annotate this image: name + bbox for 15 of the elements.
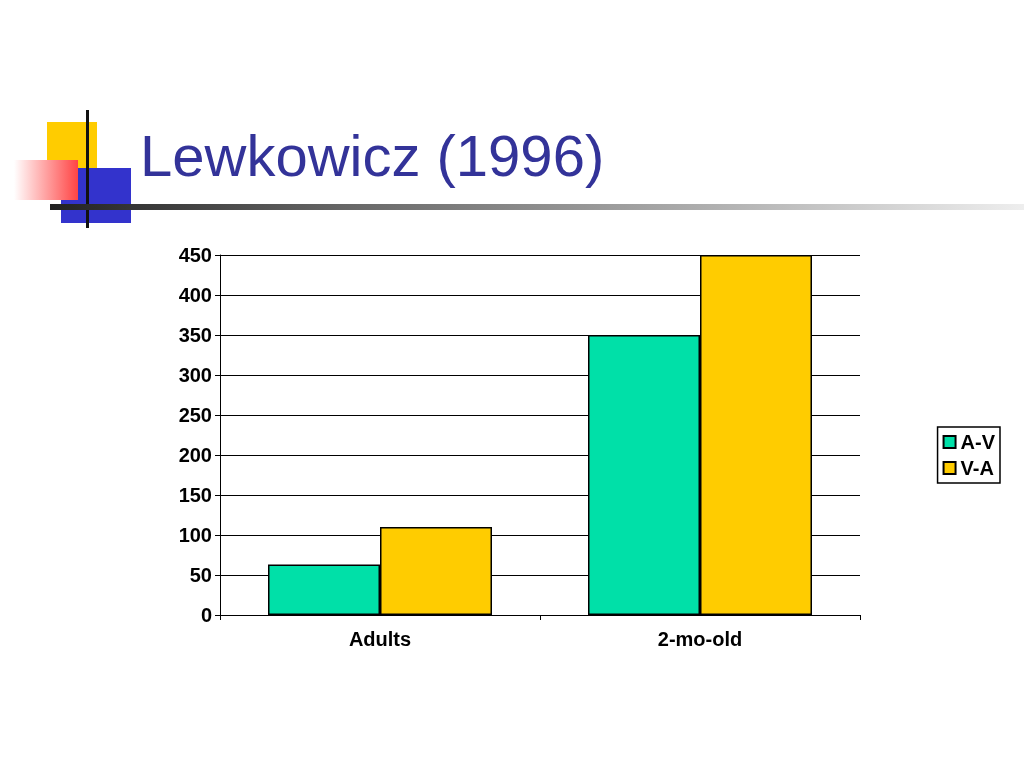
y-tick-label: 400 [178, 284, 212, 306]
y-tick-label: 450 [178, 244, 212, 266]
y-tick-label: 200 [178, 444, 212, 466]
legend-label: V-A [960, 457, 994, 479]
y-tick-label: 250 [178, 404, 212, 426]
y-tick-label: 100 [178, 524, 212, 546]
x-tick-label: 2-mo-old [657, 628, 743, 650]
y-tick-label: 150 [178, 484, 212, 506]
chart-title: Lewkowicz (1996) [140, 122, 605, 189]
x-tick-label: Adults [348, 628, 412, 650]
y-tick-label: 300 [178, 364, 212, 386]
y-tick-label: 50 [189, 564, 212, 586]
legend-label: A-V [960, 431, 996, 453]
y-tick-label: 0 [200, 604, 212, 626]
y-tick-label: 350 [178, 324, 212, 346]
